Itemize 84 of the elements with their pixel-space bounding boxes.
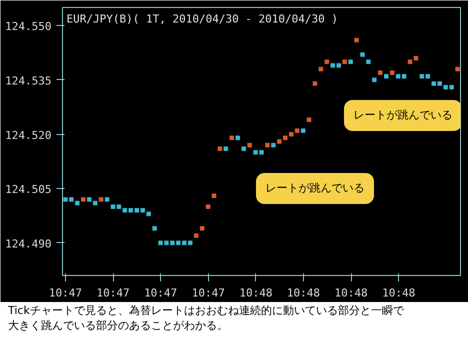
- point: [366, 60, 371, 64]
- annotation: レートが跳んでいる: [266, 182, 364, 194]
- y-tick-label: 124.505: [5, 183, 52, 196]
- y-tick-label: 124.490: [5, 237, 52, 250]
- point: [206, 204, 210, 209]
- point: [372, 78, 377, 82]
- point: [140, 208, 145, 213]
- point: [241, 146, 246, 151]
- point: [224, 146, 228, 151]
- point: [116, 204, 122, 209]
- point: [164, 240, 169, 246]
- point: [104, 197, 110, 202]
- point: [188, 240, 192, 246]
- point: [348, 60, 353, 64]
- point: [69, 197, 74, 202]
- point: [360, 52, 365, 57]
- point: [230, 136, 234, 140]
- point: [324, 60, 330, 64]
- point: [354, 38, 359, 42]
- point: [300, 128, 306, 133]
- point: [306, 118, 312, 122]
- point: [420, 74, 424, 79]
- point: [176, 240, 181, 246]
- x-tick-label: 10:48: [286, 286, 320, 300]
- point: [92, 200, 98, 206]
- point: [312, 81, 318, 86]
- point: [122, 208, 128, 213]
- point: [449, 84, 454, 90]
- x-tick-label: 10:47: [48, 286, 82, 300]
- point: [134, 208, 140, 213]
- point: [294, 128, 300, 133]
- point: [259, 150, 264, 155]
- point: [146, 212, 151, 216]
- x-tick-label: 10:47: [96, 286, 130, 300]
- point: [194, 233, 198, 238]
- point: [110, 204, 116, 209]
- point: [432, 81, 436, 86]
- point: [342, 60, 347, 64]
- point: [336, 63, 341, 68]
- x-tick-label: 10:47: [192, 286, 225, 300]
- point: [247, 142, 252, 148]
- text: EUR/JPY(B)( 1T, 2010/04/30 - 2010/04/30 ): [66, 12, 338, 26]
- point: [63, 197, 68, 202]
- y-tick-label: 124.535: [5, 74, 52, 88]
- point: [384, 74, 388, 79]
- x-tick-label: 10:47: [144, 286, 178, 300]
- y-tick-label: 124.550: [5, 20, 52, 34]
- point: [218, 146, 222, 151]
- annotation: レートが跳んでいる: [354, 110, 452, 122]
- point: [318, 66, 324, 72]
- point: [182, 240, 187, 246]
- point: [277, 139, 282, 144]
- point: [81, 197, 86, 202]
- text: Tickチャートで見ると、為替レートはおおむね連続的に動いている部分と一瞬で大きく跳んでいる部分のあることがわかる。: [8, 304, 405, 334]
- point: [455, 66, 460, 72]
- point: [235, 136, 240, 140]
- x-tick-label: 10:48: [334, 286, 368, 300]
- point: [288, 132, 294, 137]
- point: [128, 208, 134, 213]
- point: [378, 70, 383, 75]
- point: [283, 136, 288, 140]
- point: [152, 226, 157, 231]
- point: [265, 142, 270, 148]
- point: [158, 240, 163, 246]
- point: [98, 197, 104, 202]
- point: [253, 150, 258, 155]
- point: [212, 194, 216, 198]
- point: [414, 56, 418, 60]
- point: [443, 84, 448, 90]
- point: [437, 81, 442, 86]
- point: [426, 74, 430, 79]
- point: [86, 197, 92, 202]
- x-tick-label: 10:48: [382, 286, 416, 300]
- point: [271, 142, 276, 148]
- point: [390, 70, 394, 75]
- point: [170, 240, 175, 246]
- point: [200, 226, 204, 231]
- x-tick-label: 10:48: [239, 286, 272, 300]
- point: [396, 74, 400, 79]
- point: [75, 200, 80, 206]
- point: [408, 60, 412, 64]
- point: [402, 74, 406, 79]
- point: [330, 63, 336, 68]
- y-tick-label: 124.520: [5, 128, 52, 142]
